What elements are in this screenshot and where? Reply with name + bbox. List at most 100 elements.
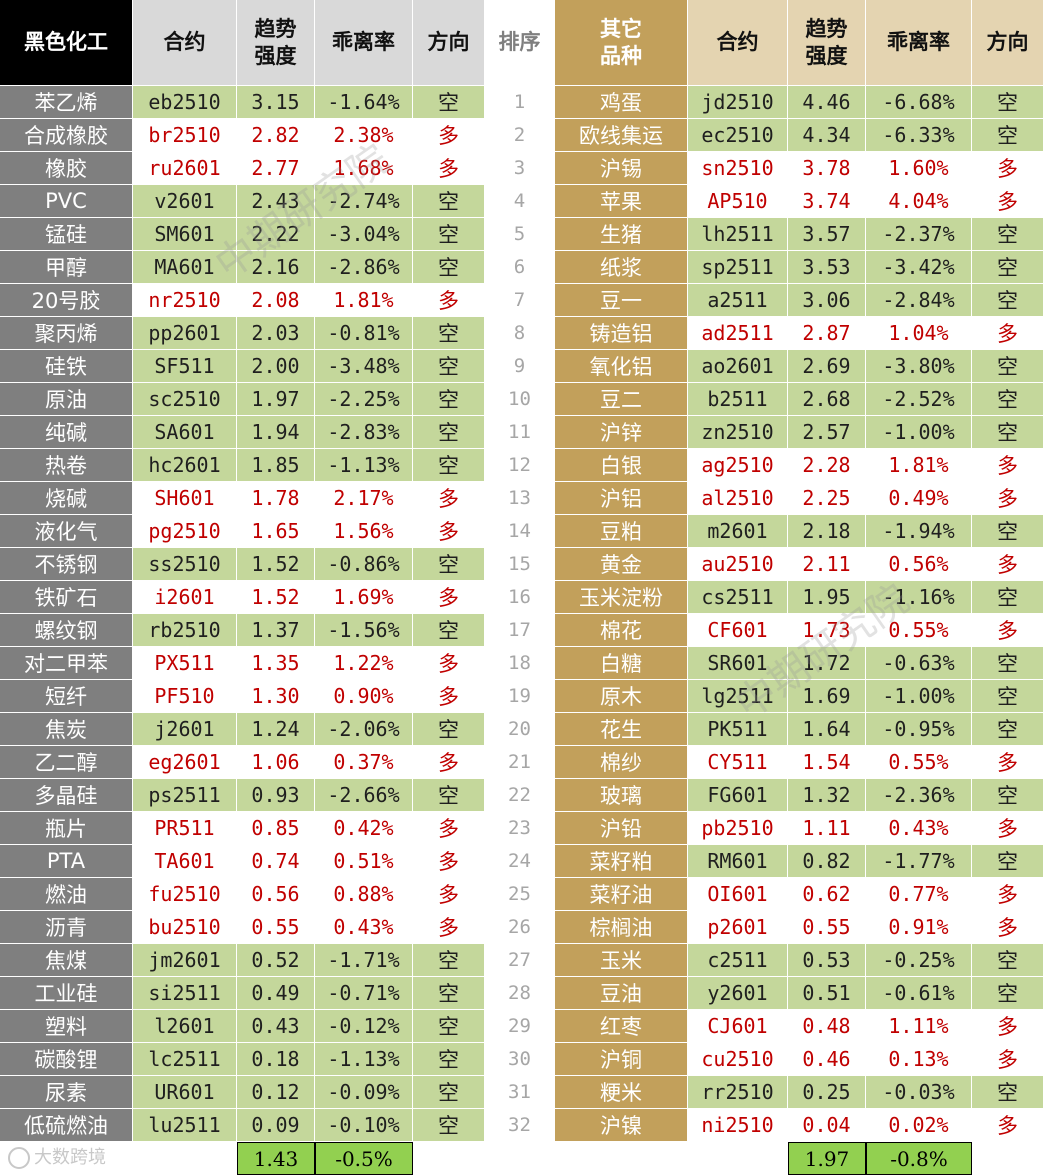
left-direction: 空	[413, 416, 485, 449]
left-deviation: -1.56%	[315, 614, 413, 647]
left-product-name: 尿素	[0, 1076, 133, 1109]
left-trend-strength: 2.08	[237, 284, 315, 317]
left-deviation: 1.22%	[315, 647, 413, 680]
right-deviation: 4.04%	[866, 185, 972, 218]
left-direction: 空	[413, 548, 485, 581]
left-direction: 多	[413, 647, 485, 680]
right-trend-strength: 0.46	[788, 1043, 866, 1076]
left-product-name: 硅铁	[0, 350, 133, 383]
right-product-name: 红枣	[555, 1010, 688, 1043]
right-direction: 空	[972, 1076, 1044, 1109]
left-contract: v2601	[133, 185, 237, 218]
right-deviation: -1.77%	[866, 845, 972, 878]
right-direction: 多	[972, 1010, 1044, 1043]
left-deviation: -0.09%	[315, 1076, 413, 1109]
right-trend-strength: 0.55	[788, 911, 866, 944]
header-contract: 合约	[688, 0, 788, 86]
left-trend-strength: 0.55	[237, 911, 315, 944]
right-product-name: 原木	[555, 680, 688, 713]
right-trend-strength: 2.68	[788, 383, 866, 416]
right-trend-strength: 0.62	[788, 878, 866, 911]
left-direction: 空	[413, 779, 485, 812]
right-contract: CJ601	[688, 1010, 788, 1043]
left-deviation: -1.71%	[315, 944, 413, 977]
left-trend-strength: 2.00	[237, 350, 315, 383]
left-deviation: 1.56%	[315, 515, 413, 548]
left-product-name: 原油	[0, 383, 133, 416]
left-trend-strength: 2.03	[237, 317, 315, 350]
footer-logo-text: 大数跨境	[34, 1147, 106, 1168]
left-trend-strength: 2.77	[237, 152, 315, 185]
rank-number: 27	[485, 944, 555, 977]
right-product-name: 铸造铝	[555, 317, 688, 350]
right-trend-strength: 0.51	[788, 977, 866, 1010]
left-deviation: -2.06%	[315, 713, 413, 746]
header-contract: 合约	[133, 0, 237, 86]
left-product-name: 瓶片	[0, 812, 133, 845]
left-deviation: -0.10%	[315, 1109, 413, 1142]
right-product-name: 菜籽粕	[555, 845, 688, 878]
right-trend-strength: 3.74	[788, 185, 866, 218]
right-contract: a2511	[688, 284, 788, 317]
right-trend-strength: 3.06	[788, 284, 866, 317]
right-trend-strength: 1.72	[788, 647, 866, 680]
footer-logo: 大数跨境	[8, 1143, 106, 1169]
left-trend-strength: 1.30	[237, 680, 315, 713]
right-direction: 多	[972, 152, 1044, 185]
left-deviation: -0.12%	[315, 1010, 413, 1043]
right-deviation: -2.37%	[866, 218, 972, 251]
left-trend-strength: 0.52	[237, 944, 315, 977]
right-direction: 多	[972, 746, 1044, 779]
right-trend-strength: 1.64	[788, 713, 866, 746]
left-trend-strength: 3.15	[237, 86, 315, 119]
left-trend-strength: 0.74	[237, 845, 315, 878]
right-deviation: -1.16%	[866, 581, 972, 614]
rank-number: 21	[485, 746, 555, 779]
left-deviation: -2.74%	[315, 185, 413, 218]
left-trend-strength: 1.24	[237, 713, 315, 746]
header-rank: 排序	[485, 0, 555, 86]
right-deviation: -1.00%	[866, 680, 972, 713]
right-contract: ec2510	[688, 119, 788, 152]
right-product-name: 纸浆	[555, 251, 688, 284]
left-trend-strength: 1.52	[237, 548, 315, 581]
left-product-name: 苯乙烯	[0, 86, 133, 119]
right-product-name: 黄金	[555, 548, 688, 581]
header-direction: 方向	[972, 0, 1044, 86]
right-direction: 多	[972, 1109, 1044, 1142]
left-contract: nr2510	[133, 284, 237, 317]
right-direction: 多	[972, 548, 1044, 581]
right-direction: 空	[972, 515, 1044, 548]
left-contract: TA601	[133, 845, 237, 878]
left-trend-strength: 1.52	[237, 581, 315, 614]
rank-number: 19	[485, 680, 555, 713]
left-direction: 多	[413, 581, 485, 614]
left-contract: sc2510	[133, 383, 237, 416]
right-product-name: 苹果	[555, 185, 688, 218]
header-right-group: 其它 品种	[555, 0, 688, 86]
right-deviation: 1.81%	[866, 449, 972, 482]
right-direction: 多	[972, 614, 1044, 647]
rank-number: 3	[485, 152, 555, 185]
left-product-name: 铁矿石	[0, 581, 133, 614]
rank-number: 24	[485, 845, 555, 878]
rank-number: 13	[485, 482, 555, 515]
left-contract: ss2510	[133, 548, 237, 581]
left-deviation: 2.17%	[315, 482, 413, 515]
right-contract: c2511	[688, 944, 788, 977]
left-contract: lu2511	[133, 1109, 237, 1142]
left-contract: rb2510	[133, 614, 237, 647]
left-deviation: -2.66%	[315, 779, 413, 812]
left-product-name: 热卷	[0, 449, 133, 482]
left-deviation: -0.71%	[315, 977, 413, 1010]
right-trend-strength: 3.78	[788, 152, 866, 185]
left-trend-strength: 0.56	[237, 878, 315, 911]
right-deviation: -1.00%	[866, 416, 972, 449]
left-contract: i2601	[133, 581, 237, 614]
right-contract: OI601	[688, 878, 788, 911]
left-product-name: 工业硅	[0, 977, 133, 1010]
right-deviation: 0.02%	[866, 1109, 972, 1142]
right-product-name: 沪锌	[555, 416, 688, 449]
rank-number: 12	[485, 449, 555, 482]
right-direction: 多	[972, 812, 1044, 845]
